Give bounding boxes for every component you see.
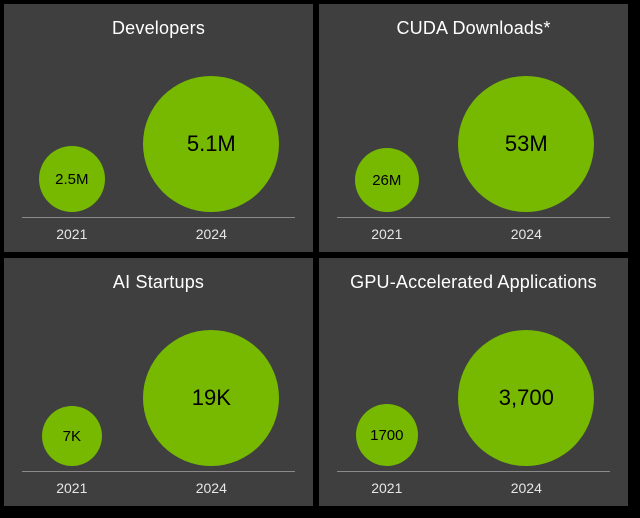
infographic-grid: Developers 2.5M 2021 5.1M 2024 CUDA Down…: [0, 0, 632, 510]
bubble-area: 26M 2021 53M 2024: [319, 76, 628, 242]
bubble-small: 26M: [355, 148, 419, 212]
bubble-large: 19K: [143, 330, 279, 466]
panel-developers: Developers 2.5M 2021 5.1M 2024: [4, 4, 313, 252]
bubble-small: 2.5M: [39, 146, 105, 212]
panel-title: Developers: [4, 18, 313, 39]
year-label: 2021: [22, 474, 122, 496]
bubble-area: 1700 2021 3,700 2024: [319, 330, 628, 496]
col-2021: 2.5M 2021: [22, 146, 122, 242]
col-2021: 1700 2021: [337, 404, 437, 496]
bubble-large: 53M: [458, 76, 594, 212]
col-2021: 26M 2021: [337, 148, 437, 242]
panel-title: CUDA Downloads*: [319, 18, 628, 39]
year-label: 2021: [22, 220, 122, 242]
year-label: 2024: [122, 474, 301, 496]
year-label: 2024: [122, 220, 301, 242]
panel-ai-startups: AI Startups 7K 2021 19K 2024: [4, 258, 313, 506]
col-2024: 19K 2024: [122, 330, 301, 496]
col-2024: 3,700 2024: [437, 330, 616, 496]
col-2024: 53M 2024: [437, 76, 616, 242]
bubble-small: 7K: [42, 406, 102, 466]
year-label: 2024: [437, 220, 616, 242]
bubble-small: 1700: [356, 404, 418, 466]
bubble-large: 5.1M: [143, 76, 279, 212]
col-2021: 7K 2021: [22, 406, 122, 496]
year-label: 2021: [337, 474, 437, 496]
year-label: 2021: [337, 220, 437, 242]
panel-gpu-apps: GPU-Accelerated Applications 1700 2021 3…: [319, 258, 628, 506]
year-label: 2024: [437, 474, 616, 496]
bubble-area: 7K 2021 19K 2024: [4, 330, 313, 496]
col-2024: 5.1M 2024: [122, 76, 301, 242]
bubble-large: 3,700: [458, 330, 594, 466]
panel-cuda-downloads: CUDA Downloads* 26M 2021 53M 2024: [319, 4, 628, 252]
panel-title: AI Startups: [4, 272, 313, 293]
bubble-area: 2.5M 2021 5.1M 2024: [4, 76, 313, 242]
panel-title: GPU-Accelerated Applications: [319, 272, 628, 293]
